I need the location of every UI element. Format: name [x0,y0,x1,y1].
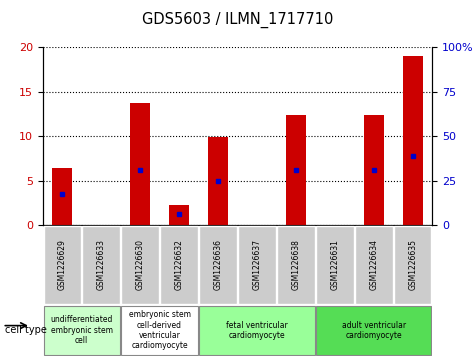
Bar [130,103,150,225]
Text: GSM1226634: GSM1226634 [370,240,378,290]
Text: GSM1226637: GSM1226637 [253,240,261,290]
Bar [403,56,422,225]
Text: GSM1226631: GSM1226631 [331,240,339,290]
Bar [208,137,228,225]
Bar [238,226,276,304]
Bar [394,226,431,304]
Bar [277,226,314,304]
Bar [355,226,392,304]
Text: embryonic stem
cell-derived
ventricular
cardiomyocyte: embryonic stem cell-derived ventricular … [129,310,190,350]
Bar [286,115,306,225]
Text: GSM1226632: GSM1226632 [175,240,183,290]
Bar [83,226,120,304]
Bar [122,226,159,304]
Bar [169,205,189,225]
Bar [44,226,81,304]
Text: GSM1226636: GSM1226636 [214,240,222,290]
Bar [316,306,431,355]
Text: GSM1226629: GSM1226629 [58,240,66,290]
Text: GSM1226638: GSM1226638 [292,240,300,290]
Bar [122,306,198,355]
Bar [161,226,198,304]
Text: GSM1226633: GSM1226633 [97,240,105,290]
Bar [200,306,314,355]
Text: GSM1226635: GSM1226635 [408,240,417,290]
Text: undifferentiated
embryonic stem
cell: undifferentiated embryonic stem cell [50,315,113,345]
Bar [316,226,353,304]
Bar [44,306,120,355]
Text: adult ventricular
cardiomyocyte: adult ventricular cardiomyocyte [342,321,406,340]
Bar [200,226,237,304]
Text: GSM1226630: GSM1226630 [136,240,144,290]
Bar [52,168,72,225]
Text: cell type: cell type [5,325,47,335]
Bar [364,115,384,225]
Text: GDS5603 / ILMN_1717710: GDS5603 / ILMN_1717710 [142,12,333,28]
Text: fetal ventricular
cardiomyocyte: fetal ventricular cardiomyocyte [226,321,288,340]
